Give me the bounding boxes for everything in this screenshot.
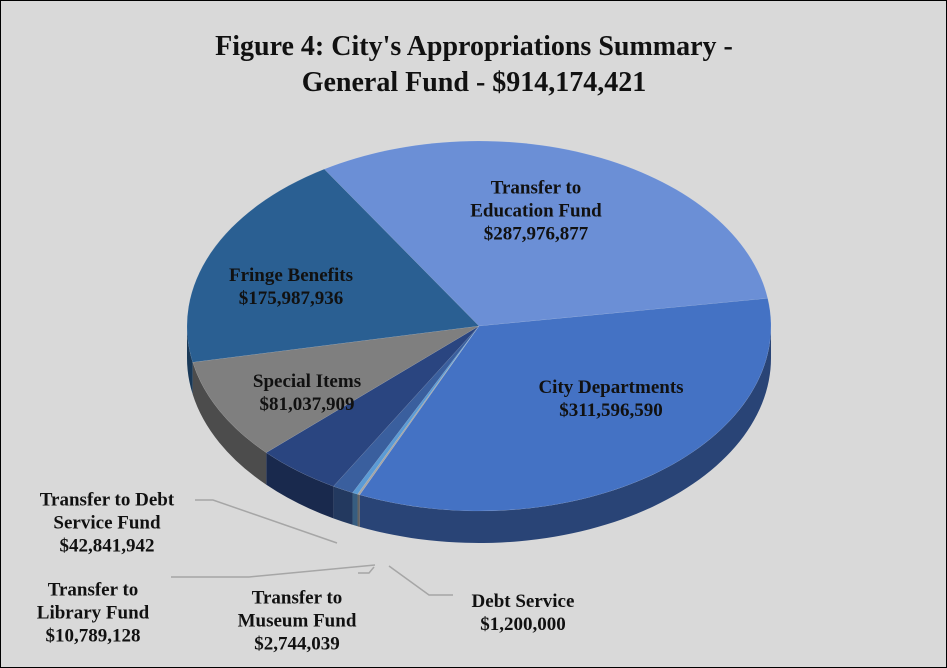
leader-line bbox=[358, 566, 375, 574]
slice-side bbox=[352, 492, 358, 527]
data-label: Transfer to Museum Fund $2,744,039 bbox=[227, 587, 367, 656]
data-label: City Departments $311,596,590 bbox=[496, 376, 726, 422]
slice-side bbox=[359, 326, 771, 544]
leader-line bbox=[171, 564, 376, 578]
slice-side bbox=[192, 362, 267, 485]
label-name: Transfer to Library Fund bbox=[36, 579, 150, 624]
label-value: $175,987,936 bbox=[238, 288, 344, 309]
slice bbox=[186, 168, 480, 363]
data-label: Special Items $81,037,909 bbox=[207, 370, 407, 416]
slice-side bbox=[266, 452, 334, 519]
label-value: $311,596,590 bbox=[559, 400, 663, 421]
slice bbox=[332, 325, 480, 494]
label-name: Transfer to Education Fund bbox=[470, 177, 602, 222]
slice-side bbox=[187, 326, 193, 395]
pie-sides bbox=[187, 326, 771, 544]
leader-line bbox=[195, 499, 338, 544]
slice bbox=[359, 298, 772, 512]
slice bbox=[323, 140, 769, 327]
data-label: Transfer to Debt Service Fund $42,841,942 bbox=[17, 489, 197, 558]
label-value: $42,841,942 bbox=[59, 535, 155, 557]
label-value: $287,976,877 bbox=[483, 223, 589, 245]
slice bbox=[352, 325, 480, 495]
label-value: $2,744,039 bbox=[254, 633, 340, 655]
label-value: $10,789,128 bbox=[45, 625, 141, 647]
label-name: Transfer to Debt Service Fund bbox=[39, 489, 175, 534]
pie-tops bbox=[186, 140, 772, 512]
label-name: Fringe Benefits bbox=[228, 265, 353, 286]
slice-side bbox=[357, 494, 360, 527]
data-label: Fringe Benefits $175,987,936 bbox=[191, 264, 391, 310]
slice bbox=[265, 325, 480, 487]
chart-title: Figure 4: City's Appropriations Summary … bbox=[215, 31, 733, 98]
label-value: $1,200,000 bbox=[480, 614, 566, 635]
leader-line bbox=[388, 565, 453, 596]
data-label: Debt Service $1,200,000 bbox=[423, 590, 623, 636]
label-name: Special Items bbox=[252, 371, 362, 392]
label-name: Transfer to Museum Fund bbox=[237, 587, 357, 632]
data-label: Transfer to Education Fund $287,976,877 bbox=[456, 177, 616, 246]
slice-side bbox=[333, 486, 353, 525]
slice bbox=[192, 325, 480, 453]
label-value: $81,037,909 bbox=[259, 394, 355, 415]
label-name: Debt Service bbox=[471, 591, 575, 612]
label-name: City Departments bbox=[538, 377, 684, 398]
slice bbox=[357, 325, 480, 496]
data-label: Transfer to Library Fund $10,789,128 bbox=[23, 579, 163, 648]
